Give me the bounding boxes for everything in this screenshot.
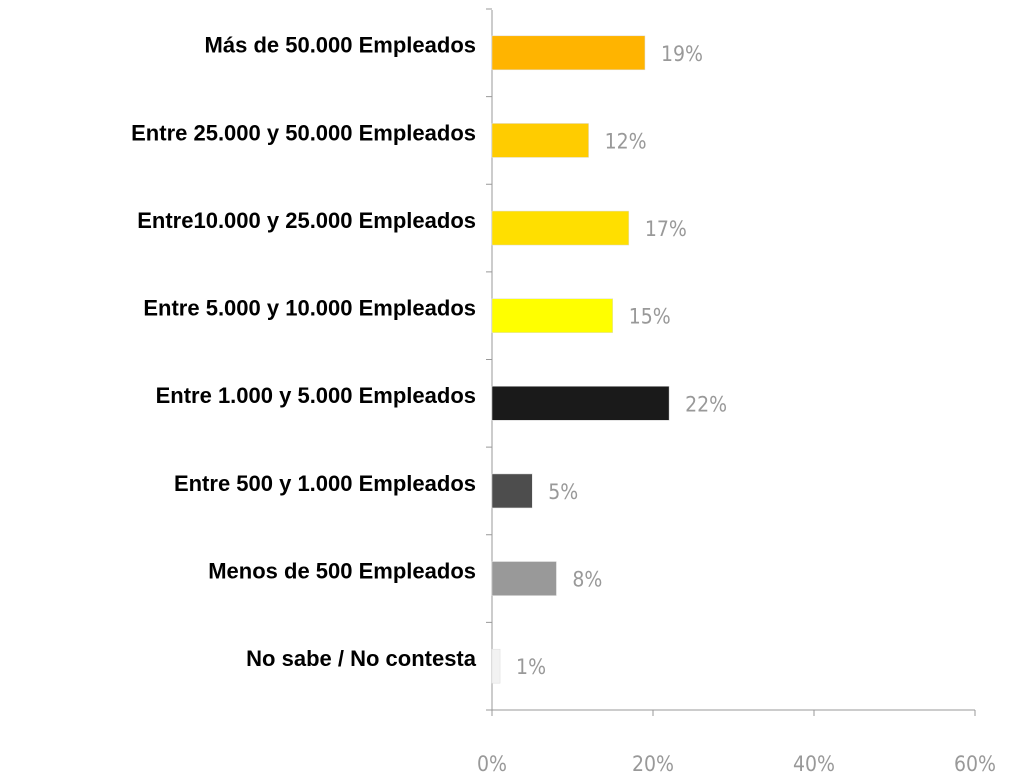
value-label: 12% (605, 129, 647, 153)
category-label: Entre 1.000 y 5.000 Empleados (156, 383, 476, 408)
category-label: Más de 50.000 Empleados (205, 33, 476, 58)
category-label: Entre 5.000 y 10.000 Empleados (143, 296, 476, 321)
value-label: 15% (629, 305, 671, 329)
value-label: 22% (685, 392, 727, 416)
x-tick-label: 60% (954, 752, 996, 776)
value-label: 8% (572, 568, 602, 592)
x-tick-label: 0% (477, 752, 507, 776)
bar (491, 123, 589, 158)
bar (491, 210, 630, 246)
bar (491, 473, 533, 509)
bar (491, 561, 557, 596)
x-tick-label: 40% (793, 752, 835, 776)
category-label: Entre10.000 y 25.000 Empleados (137, 208, 476, 233)
bar (491, 386, 670, 421)
category-label: Menos de 500 Empleados (208, 558, 476, 583)
bar (491, 648, 501, 684)
category-label: Entre 25.000 y 50.000 Empleados (131, 120, 476, 145)
category-label: Entre 500 y 1.000 Empleados (174, 471, 476, 496)
value-label: 5% (548, 480, 578, 504)
category-label: No sabe / No contesta (246, 646, 477, 671)
value-label: 19% (661, 42, 703, 66)
bar (491, 298, 613, 333)
bar (491, 35, 646, 71)
value-label: 1% (516, 655, 546, 679)
x-tick-label: 20% (632, 752, 674, 776)
value-label: 17% (645, 217, 687, 241)
